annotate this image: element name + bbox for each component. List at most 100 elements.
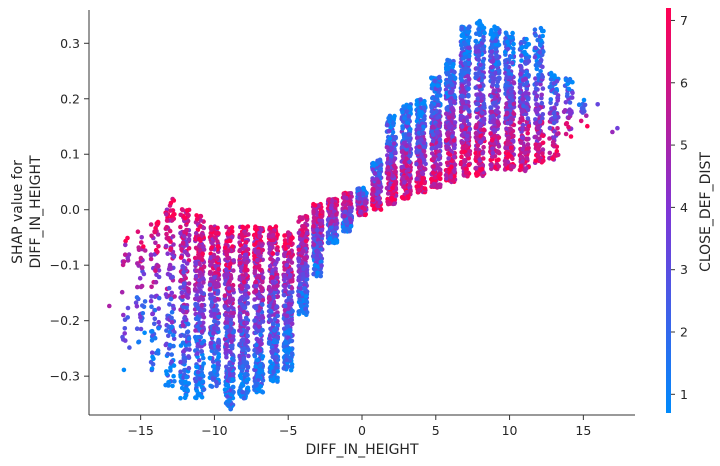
data-point bbox=[166, 380, 171, 385]
data-point bbox=[414, 102, 420, 107]
data-point bbox=[481, 25, 487, 31]
data-point bbox=[388, 159, 393, 164]
data-point bbox=[288, 298, 294, 303]
data-point bbox=[376, 189, 381, 195]
data-point bbox=[288, 279, 294, 284]
data-point bbox=[172, 294, 177, 299]
data-point bbox=[134, 295, 140, 300]
scatter-points bbox=[107, 18, 620, 412]
data-point bbox=[148, 298, 154, 304]
data-point bbox=[255, 386, 260, 392]
data-point bbox=[270, 354, 276, 360]
data-point bbox=[170, 217, 175, 223]
data-point bbox=[267, 246, 273, 252]
data-point bbox=[195, 342, 201, 347]
data-point bbox=[134, 304, 140, 309]
data-point bbox=[260, 327, 265, 333]
data-point bbox=[194, 293, 199, 298]
data-point bbox=[311, 242, 317, 247]
data-point bbox=[196, 317, 201, 322]
data-point bbox=[169, 290, 175, 296]
data-point bbox=[185, 387, 190, 393]
data-point bbox=[245, 338, 250, 344]
data-point bbox=[437, 176, 443, 182]
data-point bbox=[389, 146, 395, 151]
data-point bbox=[393, 165, 398, 171]
data-point bbox=[149, 338, 155, 343]
data-point bbox=[275, 294, 281, 299]
data-point bbox=[225, 255, 230, 261]
data-point bbox=[242, 252, 248, 258]
data-point bbox=[334, 218, 339, 223]
data-point bbox=[149, 366, 155, 371]
data-point bbox=[198, 224, 203, 229]
data-point bbox=[137, 276, 143, 281]
data-point bbox=[166, 333, 171, 339]
data-point bbox=[200, 251, 205, 256]
data-point bbox=[316, 203, 321, 209]
data-point bbox=[149, 304, 154, 310]
data-point bbox=[270, 251, 276, 256]
data-point bbox=[327, 236, 333, 242]
data-point bbox=[156, 244, 161, 249]
data-point bbox=[268, 289, 273, 294]
data-point bbox=[122, 331, 127, 336]
data-point bbox=[229, 234, 235, 240]
data-point bbox=[139, 240, 144, 245]
data-point bbox=[319, 215, 324, 220]
data-point bbox=[282, 292, 287, 298]
data-point bbox=[252, 347, 257, 353]
data-point bbox=[208, 276, 214, 282]
data-point bbox=[237, 307, 243, 312]
data-point bbox=[421, 124, 426, 130]
data-point bbox=[196, 278, 202, 283]
data-point bbox=[414, 176, 420, 182]
data-point bbox=[377, 200, 383, 205]
data-point bbox=[267, 297, 272, 302]
data-point bbox=[240, 381, 245, 387]
data-point bbox=[288, 367, 294, 373]
data-point bbox=[474, 154, 479, 160]
data-point bbox=[416, 109, 422, 114]
data-point bbox=[462, 159, 467, 164]
data-point bbox=[459, 26, 464, 32]
data-point bbox=[186, 289, 191, 294]
data-point bbox=[343, 209, 348, 215]
data-point bbox=[229, 339, 234, 345]
data-point bbox=[123, 338, 128, 343]
data-point bbox=[482, 30, 487, 36]
data-point bbox=[168, 365, 173, 371]
point-column bbox=[207, 224, 222, 389]
data-point bbox=[474, 107, 480, 112]
data-point bbox=[480, 72, 485, 78]
data-point bbox=[193, 328, 198, 333]
data-point bbox=[136, 245, 141, 250]
data-point bbox=[135, 284, 140, 290]
data-point bbox=[419, 137, 424, 142]
data-point bbox=[179, 247, 184, 252]
data-point bbox=[150, 311, 156, 317]
data-point bbox=[224, 364, 229, 370]
data-point bbox=[212, 307, 217, 313]
data-point bbox=[466, 86, 471, 91]
data-point bbox=[178, 369, 183, 375]
data-point bbox=[199, 257, 205, 263]
data-point bbox=[258, 347, 263, 353]
data-point bbox=[478, 123, 484, 128]
data-point bbox=[178, 333, 184, 339]
data-point bbox=[195, 227, 201, 232]
data-point bbox=[449, 89, 455, 95]
data-point bbox=[273, 326, 279, 331]
data-point bbox=[183, 215, 188, 221]
data-point bbox=[229, 225, 235, 230]
data-point bbox=[193, 230, 199, 236]
data-point bbox=[197, 295, 203, 301]
point-column bbox=[384, 113, 399, 207]
data-point bbox=[304, 298, 309, 304]
data-point bbox=[256, 324, 262, 330]
data-point bbox=[152, 321, 157, 327]
data-point bbox=[430, 145, 435, 151]
data-point bbox=[390, 173, 396, 179]
data-point bbox=[178, 395, 183, 401]
data-point bbox=[465, 30, 470, 35]
